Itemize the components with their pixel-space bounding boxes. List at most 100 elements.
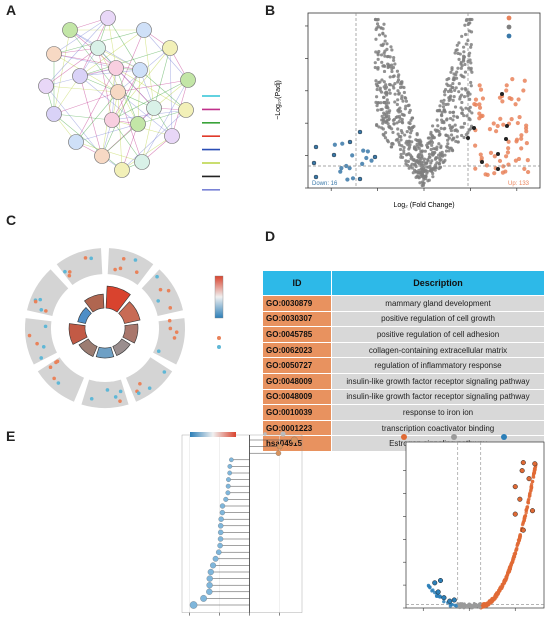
network-edge <box>101 123 139 157</box>
volcano-point-notsig <box>376 100 380 105</box>
volcano-point-notsig <box>400 131 404 135</box>
cor-size-legend-swatch <box>263 432 267 436</box>
lollipop-point <box>217 536 224 542</box>
network-edge <box>121 109 187 171</box>
table-cell-description: response to iron ion <box>331 404 545 421</box>
lollipop-point <box>215 549 222 555</box>
volcano-point-notsig <box>384 91 389 95</box>
volcano-point-notsig <box>393 81 397 86</box>
volcano-point-notsig <box>463 23 467 27</box>
table-header-description: Description <box>331 270 545 296</box>
volcano-point-notsig <box>469 45 473 49</box>
volcano-point-notsig <box>459 73 463 77</box>
network-edge <box>117 91 143 163</box>
go-gene-point <box>27 333 32 338</box>
volcano-point-up <box>504 88 509 93</box>
volcano-point-notsig <box>407 147 411 151</box>
volcano-point-notsig <box>376 108 380 112</box>
network-edge <box>117 29 145 93</box>
corr-volcano-labeled-point <box>512 511 518 517</box>
volcano-labeled-point <box>480 160 484 164</box>
volcano-point-down <box>347 166 352 171</box>
volcano-point-down <box>360 161 365 166</box>
table-cell-id: GO:0048009 <box>262 388 332 406</box>
go-inner-bar <box>105 285 131 313</box>
network-edge <box>45 85 119 93</box>
volcano-point-notsig <box>453 128 457 133</box>
go-gene-point <box>105 388 110 392</box>
corr-volcano-point-positive <box>526 501 531 505</box>
volcano-point-notsig <box>382 64 386 68</box>
volcano-point-notsig <box>393 100 397 104</box>
corr-volcano-point-positive <box>525 506 529 510</box>
volcano-point-notsig <box>437 153 441 157</box>
network-graph <box>38 10 220 191</box>
network-nodes <box>38 10 196 178</box>
corr-volcano-point-notsig <box>472 604 476 608</box>
go-gene-point <box>168 306 173 310</box>
network-node <box>178 102 194 118</box>
volcano-point-notsig <box>419 149 423 153</box>
volcano-point-notsig <box>470 111 474 115</box>
corr-volcano-point-negative <box>438 594 442 599</box>
volcano-point-notsig <box>455 48 459 52</box>
volcano-point-notsig <box>459 106 463 110</box>
corr-volcano-point-positive <box>517 535 522 540</box>
volcano-point-notsig <box>457 57 461 61</box>
volcano-labeled-point <box>372 154 378 160</box>
volcano-point-notsig <box>392 86 396 90</box>
volcano-point-notsig <box>383 131 388 135</box>
volcano-point-notsig <box>459 62 463 66</box>
corr-volcano-point-positive <box>500 585 504 589</box>
network-node <box>136 22 152 38</box>
volcano-point-notsig <box>469 80 473 85</box>
volcano-point-notsig <box>373 65 377 70</box>
volcano-point-up <box>522 166 527 172</box>
network-edge <box>53 29 71 115</box>
volcano-point-notsig <box>449 128 454 133</box>
corr-volcano-labeled-point <box>526 476 532 482</box>
volcano-point-up <box>501 122 506 127</box>
volcano-point-notsig <box>425 145 430 149</box>
corr-volcano-point-positive <box>532 469 537 473</box>
go-gene-point <box>121 256 126 261</box>
network-edge <box>75 67 117 143</box>
corr-volcano-labeled-point <box>532 461 538 467</box>
volcano-point-notsig <box>439 126 443 130</box>
volcano-point-notsig <box>425 171 429 175</box>
volcano-point-notsig <box>456 140 460 144</box>
volcano-point-notsig <box>449 70 453 74</box>
volcano-labeled-point <box>331 152 337 158</box>
volcano-point-notsig <box>451 98 455 102</box>
network-edge <box>97 47 141 71</box>
volcano-point-notsig <box>437 129 441 134</box>
table-row: GO:0010039 response to iron ion <box>262 404 545 421</box>
volcano-point-notsig <box>469 61 473 65</box>
volcano-point-notsig <box>403 107 407 111</box>
corr-volcano-point-positive <box>530 479 535 484</box>
volcano-point-notsig <box>402 151 406 155</box>
volcano-point-notsig <box>380 78 384 82</box>
volcano-point-down <box>350 153 355 158</box>
volcano-point-notsig <box>400 96 404 101</box>
network-edge <box>75 141 143 163</box>
volcano-point-notsig <box>396 132 400 136</box>
network-node <box>162 40 178 56</box>
lollipop-point <box>275 450 282 456</box>
table-cell-description: insulin-like growth factor receptor sign… <box>331 372 545 390</box>
corr-volcano-point-negative <box>431 588 435 592</box>
volcano-point-notsig <box>437 161 442 166</box>
volcano-point-notsig <box>466 59 470 64</box>
volcano-point-notsig <box>387 63 391 67</box>
corr-volcano-point-positive <box>503 579 507 584</box>
corr-volcano-labeled-point <box>519 468 525 474</box>
volcano-point-notsig <box>385 93 389 97</box>
correlation-color-bar <box>190 432 236 437</box>
volcano-point-notsig <box>406 159 411 163</box>
volcano-point-notsig <box>414 147 418 152</box>
corr-volcano-labeled-point <box>447 598 453 604</box>
logfc-legend-down-swatch <box>217 345 221 349</box>
go-outer-ring-segment <box>37 357 85 402</box>
logfc-legend-up-swatch <box>217 336 221 340</box>
volcano-point-notsig <box>438 165 442 170</box>
